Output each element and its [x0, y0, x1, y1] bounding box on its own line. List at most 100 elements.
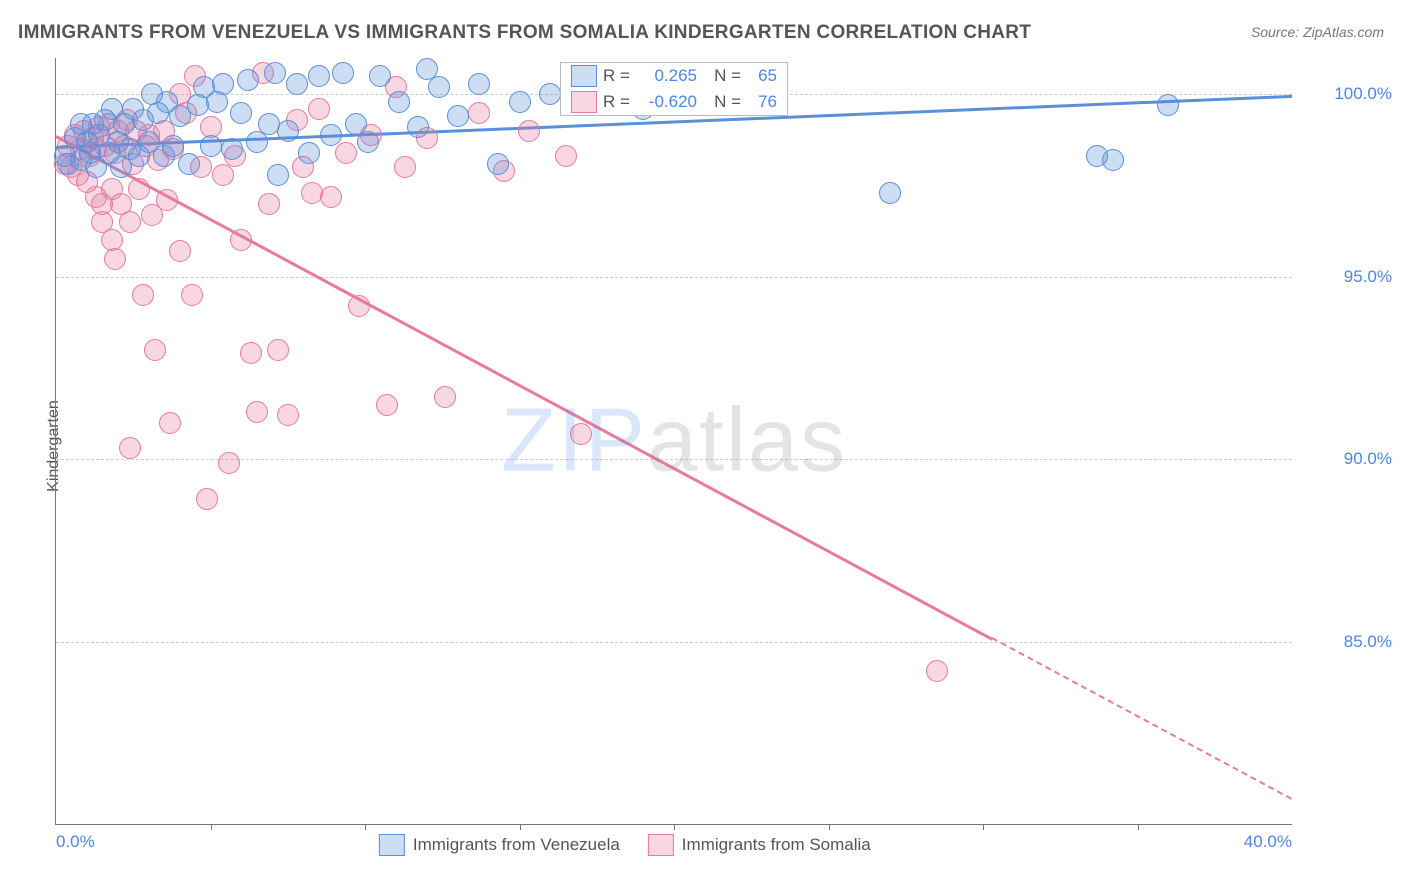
gridline — [56, 277, 1292, 278]
data-point — [144, 339, 166, 361]
data-point — [407, 116, 429, 138]
data-point — [357, 131, 379, 153]
legend-item-venezuela: Immigrants from Venezuela — [379, 834, 620, 856]
data-point — [539, 83, 561, 105]
data-point — [518, 120, 540, 142]
data-point — [332, 62, 354, 84]
data-point — [221, 138, 243, 160]
data-point — [119, 211, 141, 233]
data-point — [335, 142, 357, 164]
trend-line — [992, 638, 1293, 801]
data-point — [267, 339, 289, 361]
legend-label-venezuela: Immigrants from Venezuela — [413, 835, 620, 855]
data-point — [509, 91, 531, 113]
data-point — [156, 189, 178, 211]
data-point — [308, 98, 330, 120]
data-point — [267, 164, 289, 186]
n-value-venezuela: 65 — [747, 66, 777, 86]
gridline — [56, 459, 1292, 460]
data-point — [132, 284, 154, 306]
scatter-plot: ZIPatlas R = 0.265 N = 65 R = -0.620 N =… — [55, 58, 1292, 825]
data-point — [218, 452, 240, 474]
data-point — [246, 401, 268, 423]
legend-row-venezuela: R = 0.265 N = 65 — [561, 63, 787, 89]
source-name: ZipAtlas.com — [1303, 24, 1384, 40]
data-point — [159, 412, 181, 434]
data-point — [230, 229, 252, 251]
watermark-suffix: atlas — [647, 391, 847, 491]
data-point — [246, 131, 268, 153]
swatch-somalia — [648, 834, 674, 856]
x-tick-label: 40.0% — [1244, 832, 1292, 852]
data-point — [394, 156, 416, 178]
data-point — [388, 91, 410, 113]
data-point — [1102, 149, 1124, 171]
data-point — [1157, 94, 1179, 116]
regression-legend: R = 0.265 N = 65 R = -0.620 N = 76 — [560, 62, 788, 116]
data-point — [162, 135, 184, 157]
data-point — [277, 120, 299, 142]
data-point — [468, 102, 490, 124]
data-point — [277, 404, 299, 426]
data-point — [258, 193, 280, 215]
x-tick-mark — [674, 824, 675, 830]
data-point — [555, 145, 577, 167]
swatch-venezuela — [379, 834, 405, 856]
r-label: R = — [603, 92, 633, 112]
r-value-somalia: -0.620 — [639, 92, 697, 112]
swatch-somalia — [571, 91, 597, 113]
data-point — [570, 423, 592, 445]
data-point — [348, 295, 370, 317]
r-label: R = — [603, 66, 633, 86]
legend-label-somalia: Immigrants from Somalia — [682, 835, 871, 855]
data-point — [286, 73, 308, 95]
data-point — [468, 73, 490, 95]
data-point — [200, 135, 222, 157]
legend-row-somalia: R = -0.620 N = 76 — [561, 89, 787, 115]
n-label: N = — [703, 92, 741, 112]
y-tick-label: 85.0% — [1302, 632, 1392, 652]
x-tick-mark — [1138, 824, 1139, 830]
page-title: IMMIGRANTS FROM VENEZUELA VS IMMIGRANTS … — [18, 22, 1031, 44]
source-credit: Source: ZipAtlas.com — [1251, 24, 1384, 40]
x-tick-mark — [520, 824, 521, 830]
data-point — [237, 69, 259, 91]
data-point — [320, 186, 342, 208]
data-point — [320, 124, 342, 146]
data-point — [169, 240, 191, 262]
data-point — [178, 153, 200, 175]
data-point — [298, 142, 320, 164]
x-tick-mark — [829, 824, 830, 830]
legend-item-somalia: Immigrants from Somalia — [648, 834, 871, 856]
data-point — [428, 76, 450, 98]
data-point — [230, 102, 252, 124]
data-point — [212, 164, 234, 186]
data-point — [119, 437, 141, 459]
x-tick-mark — [211, 824, 212, 830]
x-tick-mark — [983, 824, 984, 830]
trend-line — [55, 135, 992, 640]
gridline — [56, 642, 1292, 643]
data-point — [212, 73, 234, 95]
x-tick-mark — [365, 824, 366, 830]
n-label: N = — [703, 66, 741, 86]
y-tick-label: 90.0% — [1302, 449, 1392, 469]
data-point — [487, 153, 509, 175]
y-tick-label: 95.0% — [1302, 267, 1392, 287]
x-tick-label: 0.0% — [56, 832, 95, 852]
data-point — [926, 660, 948, 682]
data-point — [240, 342, 262, 364]
data-point — [369, 65, 391, 87]
data-point — [376, 394, 398, 416]
data-point — [128, 178, 150, 200]
swatch-venezuela — [571, 65, 597, 87]
data-point — [879, 182, 901, 204]
data-point — [434, 386, 456, 408]
r-value-venezuela: 0.265 — [639, 66, 697, 86]
data-point — [181, 284, 203, 306]
y-tick-label: 100.0% — [1302, 84, 1392, 104]
data-point — [447, 105, 469, 127]
series-legend: Immigrants from Venezuela Immigrants fro… — [379, 834, 871, 856]
data-point — [308, 65, 330, 87]
n-value-somalia: 76 — [747, 92, 777, 112]
